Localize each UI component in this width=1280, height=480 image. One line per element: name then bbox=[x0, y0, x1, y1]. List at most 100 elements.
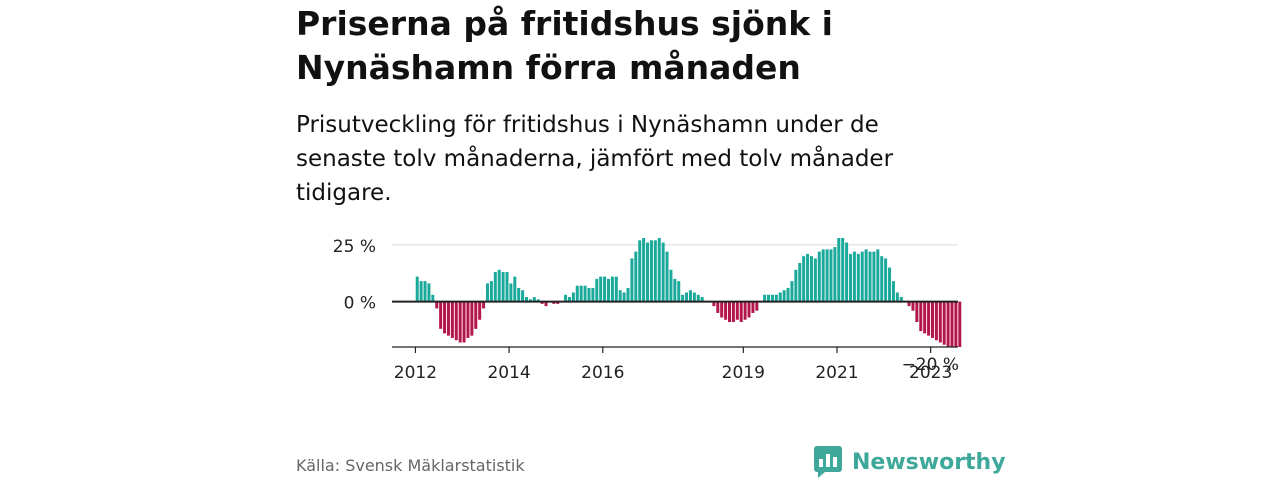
bar bbox=[872, 251, 876, 302]
bar bbox=[630, 258, 634, 302]
bar bbox=[907, 301, 911, 307]
bar bbox=[946, 301, 950, 347]
bar-chart: 25 % 0 % 2012 2014 2016 2019 2021 2023−20 % bbox=[333, 237, 962, 383]
bar bbox=[731, 301, 735, 323]
bar bbox=[509, 283, 513, 302]
axes bbox=[392, 300, 958, 353]
bar bbox=[833, 247, 837, 302]
bar bbox=[415, 276, 419, 302]
bar bbox=[852, 251, 856, 302]
bar bbox=[653, 240, 657, 302]
chart-subtitle: Prisutveckling för fritidshus i Nynäsham… bbox=[296, 112, 894, 206]
y-tick-label: 0 % bbox=[344, 294, 376, 314]
bars bbox=[415, 238, 962, 347]
bar bbox=[880, 256, 884, 302]
bar bbox=[443, 301, 447, 334]
x-tick-label: 2012 bbox=[394, 363, 437, 383]
bar bbox=[727, 301, 731, 323]
bar bbox=[798, 262, 802, 302]
bar bbox=[513, 276, 517, 302]
bar bbox=[435, 301, 439, 309]
bar bbox=[821, 249, 825, 302]
x-tick-label: 2014 bbox=[487, 363, 530, 383]
bar bbox=[720, 301, 724, 318]
bar bbox=[478, 301, 482, 320]
source-note: Källa: Svensk Mäklarstatistik bbox=[296, 456, 525, 475]
bar bbox=[774, 294, 778, 302]
bar bbox=[919, 301, 923, 332]
bar bbox=[458, 301, 462, 343]
bar bbox=[474, 301, 478, 329]
axis-labels: 25 % 0 % 2012 2014 2016 2019 2021 2023−20 % bbox=[333, 237, 959, 383]
bar bbox=[618, 290, 622, 302]
bar bbox=[700, 297, 704, 302]
bar bbox=[595, 278, 599, 302]
bar bbox=[439, 301, 443, 329]
bar bbox=[954, 301, 958, 347]
bar bbox=[677, 281, 681, 302]
bar bbox=[712, 301, 716, 307]
x-tick-label: 2023 bbox=[909, 363, 952, 383]
bar bbox=[685, 292, 689, 302]
bar bbox=[564, 294, 568, 302]
bar bbox=[517, 287, 521, 302]
bar bbox=[485, 283, 489, 302]
bar bbox=[891, 281, 895, 302]
bar bbox=[782, 290, 786, 302]
bar bbox=[837, 238, 841, 302]
bar bbox=[462, 301, 466, 343]
bar bbox=[575, 285, 579, 302]
chart-title: Priserna på fritidshus sjönk i Nynäshamn… bbox=[296, 4, 833, 87]
bar bbox=[724, 301, 728, 320]
bar bbox=[579, 285, 583, 302]
x-tick-label: 2016 bbox=[581, 363, 624, 383]
bar bbox=[790, 281, 794, 302]
bar bbox=[493, 272, 497, 302]
bar bbox=[665, 251, 669, 302]
bar bbox=[681, 294, 685, 302]
bar bbox=[786, 287, 790, 302]
last-value-label: −20 % bbox=[902, 355, 959, 375]
bar bbox=[778, 292, 782, 302]
bar bbox=[431, 294, 435, 302]
newsworthy-logo-icon bbox=[814, 446, 842, 478]
bar bbox=[794, 269, 798, 302]
bar bbox=[649, 240, 653, 302]
bar bbox=[571, 292, 575, 302]
bar bbox=[634, 251, 638, 302]
newsworthy-logo-text: Newsworthy bbox=[852, 449, 1006, 475]
bar bbox=[610, 276, 614, 302]
bar bbox=[556, 301, 560, 304]
bar bbox=[751, 301, 755, 313]
bar bbox=[755, 301, 759, 311]
bar bbox=[489, 281, 493, 302]
bar bbox=[466, 301, 470, 338]
bar bbox=[536, 299, 540, 302]
bar bbox=[692, 292, 696, 302]
bar bbox=[888, 267, 892, 302]
bar bbox=[860, 251, 864, 302]
bar bbox=[544, 301, 548, 307]
bar bbox=[747, 301, 751, 318]
bar bbox=[864, 249, 868, 302]
bar bbox=[454, 301, 458, 341]
bar bbox=[825, 249, 829, 302]
bar bbox=[614, 276, 618, 302]
bar bbox=[767, 294, 771, 302]
bar bbox=[806, 253, 810, 302]
bar bbox=[899, 297, 903, 302]
bar bbox=[642, 238, 646, 302]
bar bbox=[938, 301, 942, 343]
bar bbox=[934, 301, 938, 341]
bar bbox=[521, 290, 525, 302]
bar bbox=[423, 281, 427, 302]
bar bbox=[923, 301, 927, 334]
bar bbox=[817, 251, 821, 302]
bar bbox=[532, 297, 536, 302]
bar bbox=[829, 249, 833, 302]
bar bbox=[427, 283, 431, 302]
bar bbox=[763, 294, 767, 302]
bar bbox=[876, 249, 880, 302]
bar bbox=[868, 251, 872, 302]
bar bbox=[809, 256, 813, 302]
